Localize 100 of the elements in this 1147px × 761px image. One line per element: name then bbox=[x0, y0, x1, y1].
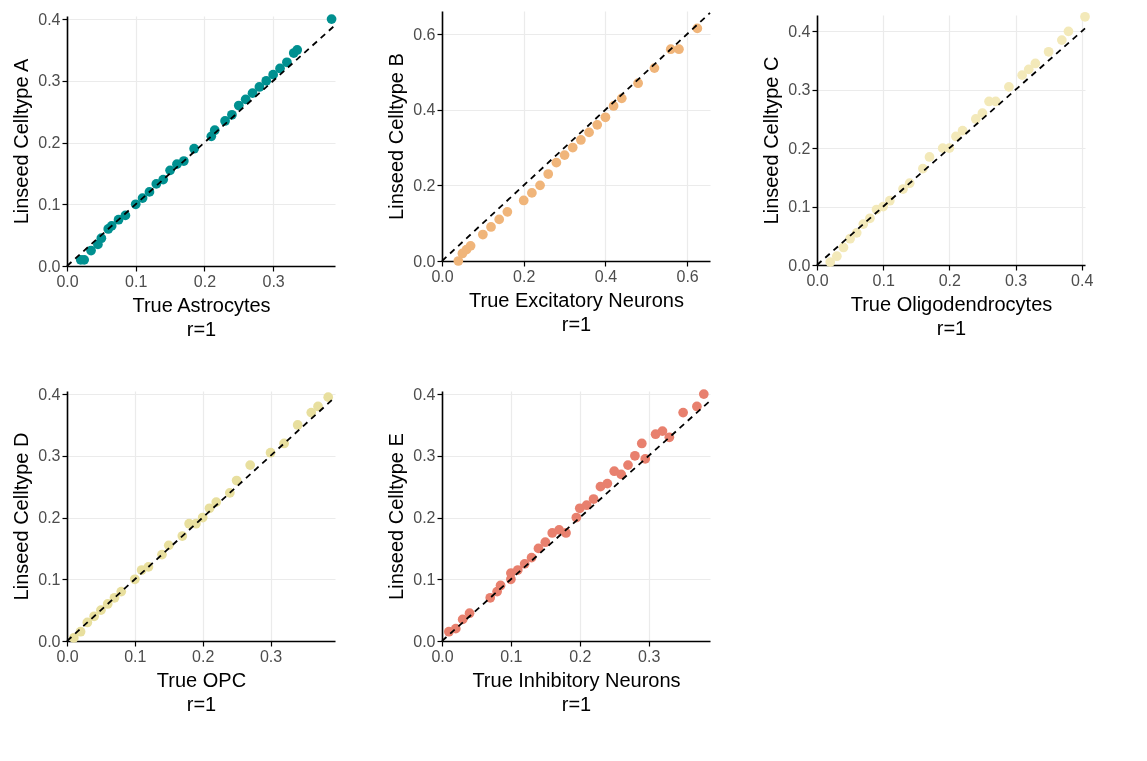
x-tick-label: 0.1 bbox=[872, 271, 895, 289]
point bbox=[1056, 35, 1067, 45]
point bbox=[211, 497, 222, 507]
y-axis-title: Linseed Celltype E bbox=[385, 433, 408, 600]
point bbox=[518, 195, 529, 206]
x-tick-label: 0.4 bbox=[1071, 271, 1094, 289]
x-tick-label: 0.1 bbox=[124, 647, 147, 665]
y-tick-label: 0.2 bbox=[788, 139, 811, 157]
y-tick-label: 0.2 bbox=[413, 509, 436, 527]
x-tick-label: 0.3 bbox=[259, 647, 283, 665]
point bbox=[567, 142, 578, 153]
x-tick-label: 0.2 bbox=[569, 647, 592, 665]
x-tick-label: 0.2 bbox=[938, 271, 962, 289]
point bbox=[502, 206, 513, 217]
point bbox=[831, 251, 842, 262]
point bbox=[494, 214, 505, 225]
x-tick-label: 0.3 bbox=[1004, 271, 1028, 289]
x-tick-label: 0.1 bbox=[500, 647, 523, 665]
point bbox=[977, 108, 988, 118]
text: r=1 bbox=[186, 692, 217, 715]
point bbox=[540, 537, 551, 548]
y-tick-label: 0.2 bbox=[413, 176, 436, 194]
y-tick-label: 0.3 bbox=[413, 447, 436, 465]
x-tick-label: 0.0 bbox=[431, 647, 454, 665]
y-axis-title: Linseed Celltype D bbox=[10, 432, 33, 601]
text: r=1 bbox=[561, 312, 592, 335]
point bbox=[163, 540, 174, 551]
point bbox=[657, 426, 668, 436]
x-tick-label: 0.1 bbox=[125, 272, 148, 290]
y-tick-label: 0.0 bbox=[38, 632, 61, 650]
y-tick-label: 0.0 bbox=[413, 252, 436, 270]
point bbox=[1063, 26, 1074, 37]
x-tick-label: 0.2 bbox=[513, 267, 536, 285]
x-axis-title: True OPC bbox=[156, 668, 247, 691]
point bbox=[143, 562, 154, 572]
y-tick-label: 0.6 bbox=[413, 25, 436, 43]
point bbox=[602, 478, 613, 489]
point bbox=[313, 401, 323, 412]
x-tick-label: 0.3 bbox=[638, 647, 661, 665]
point bbox=[245, 460, 256, 470]
y-tick-label: 0.3 bbox=[38, 72, 61, 90]
point bbox=[600, 112, 611, 123]
point bbox=[698, 389, 709, 399]
point bbox=[292, 45, 303, 55]
point bbox=[1080, 11, 1090, 22]
y-tick-label: 0.0 bbox=[413, 632, 436, 650]
point bbox=[551, 157, 562, 168]
point bbox=[535, 180, 545, 191]
y-axis-title: Linseed Celltype C bbox=[760, 56, 783, 225]
y-tick-label: 0.2 bbox=[38, 509, 61, 527]
y-tick-label: 0.2 bbox=[38, 134, 61, 152]
x-tick-label: 0.3 bbox=[262, 272, 285, 290]
point bbox=[282, 57, 292, 68]
y-tick-label: 0.4 bbox=[413, 385, 436, 403]
point bbox=[1004, 81, 1014, 92]
x-tick-label: 0.0 bbox=[56, 647, 79, 665]
x-axis-title: True Oligodendrocytes bbox=[850, 292, 1053, 315]
x-tick-label: 0.4 bbox=[594, 267, 618, 285]
point bbox=[1043, 46, 1054, 57]
point bbox=[275, 63, 285, 74]
point bbox=[96, 233, 107, 244]
point bbox=[323, 392, 334, 403]
y-axis-title: Linseed Celltype B bbox=[385, 53, 408, 220]
point bbox=[584, 127, 594, 138]
point bbox=[559, 150, 570, 160]
point bbox=[692, 401, 702, 412]
point bbox=[1023, 64, 1034, 75]
x-axis-title: True Astrocytes bbox=[132, 293, 271, 316]
point bbox=[838, 242, 849, 253]
x-tick-label: 0.0 bbox=[431, 267, 454, 285]
y-tick-label: 0.1 bbox=[38, 195, 61, 213]
y-tick-label: 0.4 bbox=[38, 385, 61, 403]
point bbox=[68, 633, 79, 643]
point bbox=[576, 135, 586, 145]
point bbox=[957, 125, 968, 136]
point bbox=[254, 82, 265, 92]
x-tick-label: 0.6 bbox=[676, 267, 699, 285]
point bbox=[86, 245, 96, 256]
x-axis-title: True Excitatory Neurons bbox=[469, 288, 684, 311]
y-tick-label: 0.4 bbox=[788, 22, 811, 40]
point bbox=[592, 119, 603, 130]
point bbox=[233, 100, 244, 111]
y-axis-title: Linseed Celltype A bbox=[10, 58, 33, 225]
x-tick-label: 0.0 bbox=[806, 271, 829, 289]
point bbox=[951, 131, 961, 142]
y-tick-label: 0.4 bbox=[38, 10, 61, 28]
point bbox=[678, 407, 688, 418]
point bbox=[261, 75, 272, 86]
point bbox=[1030, 58, 1041, 69]
point bbox=[588, 494, 599, 504]
point bbox=[477, 229, 488, 240]
text: r=1 bbox=[936, 316, 967, 339]
point bbox=[636, 438, 647, 449]
point bbox=[292, 420, 303, 430]
y-tick-label: 0.3 bbox=[38, 447, 61, 465]
point bbox=[543, 169, 554, 179]
point bbox=[465, 241, 476, 251]
text: r=1 bbox=[186, 317, 217, 340]
point bbox=[581, 500, 592, 511]
point bbox=[527, 188, 537, 198]
